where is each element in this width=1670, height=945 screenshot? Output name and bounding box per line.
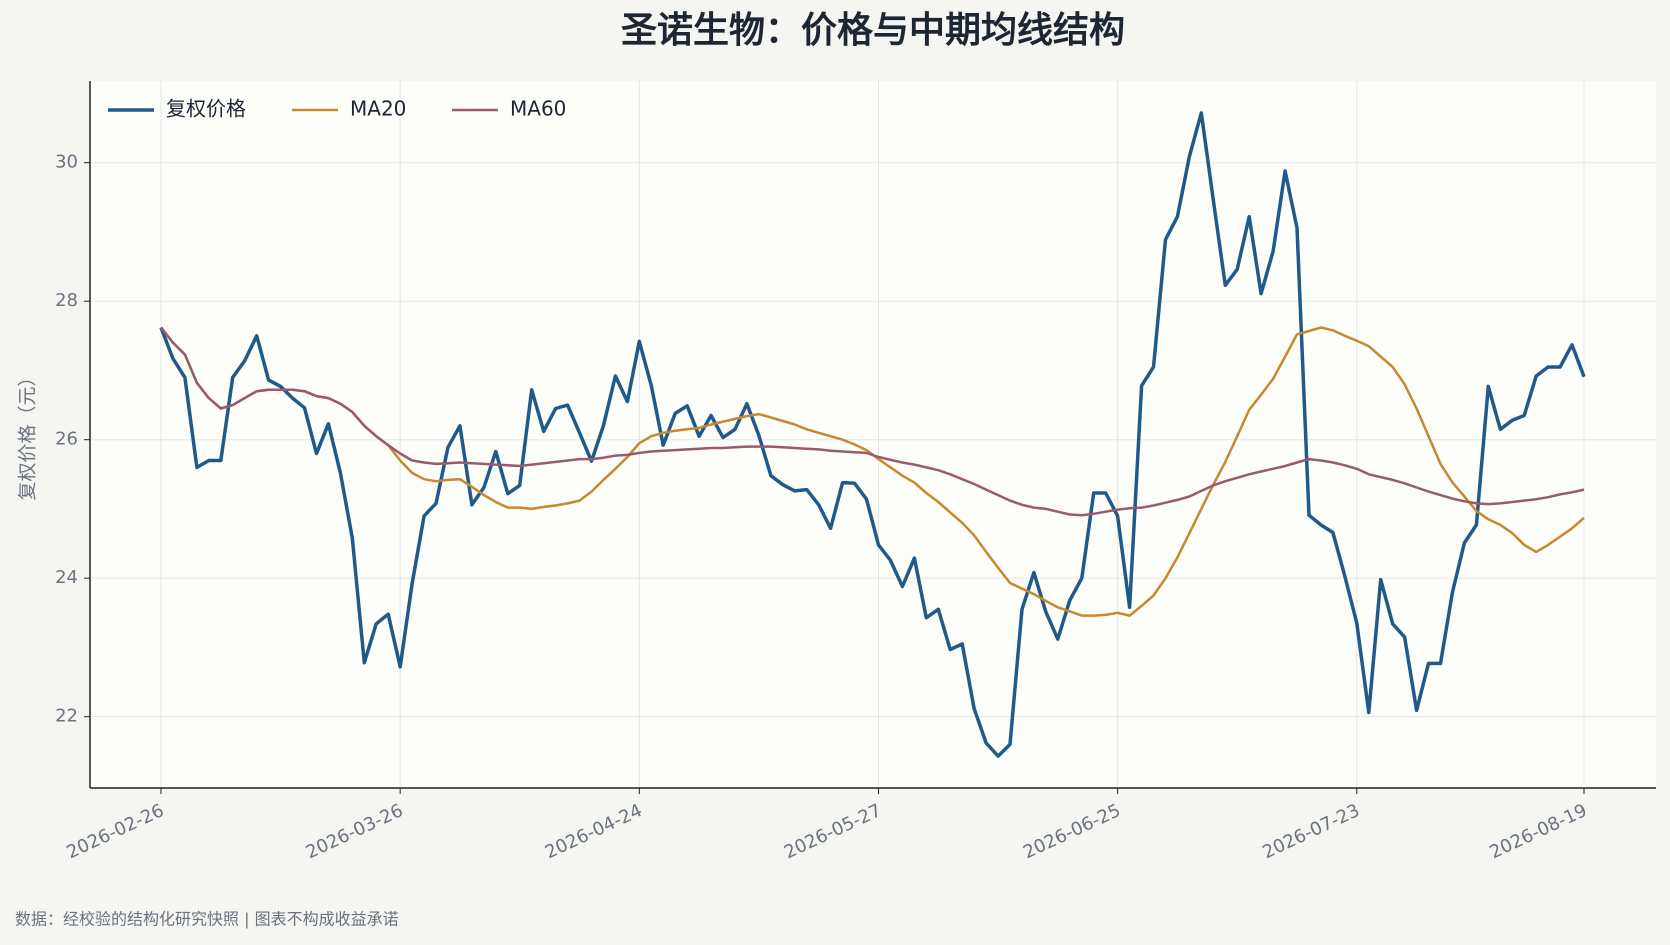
y-axis-label: 复权价格（元） bbox=[17, 367, 39, 500]
plot-background bbox=[90, 81, 1656, 788]
series-line bbox=[160, 326, 1585, 517]
chart-title: 圣诺生物：价格与中期均线结构 bbox=[621, 10, 1125, 51]
y-tick-label: 22 bbox=[55, 706, 78, 727]
source-note: 数据：经校验的结构化研究快照 | 图表不构成收益承诺 bbox=[15, 910, 399, 929]
series-line bbox=[159, 111, 1586, 758]
legend-label: MA20 bbox=[350, 97, 406, 121]
y-tick-label: 28 bbox=[55, 290, 78, 311]
y-tick-label: 24 bbox=[55, 567, 78, 588]
legend-label: MA60 bbox=[510, 97, 566, 121]
y-tick-label: 30 bbox=[55, 152, 78, 173]
y-tick-label: 26 bbox=[55, 429, 78, 450]
legend-label: 复权价格 bbox=[166, 97, 246, 121]
